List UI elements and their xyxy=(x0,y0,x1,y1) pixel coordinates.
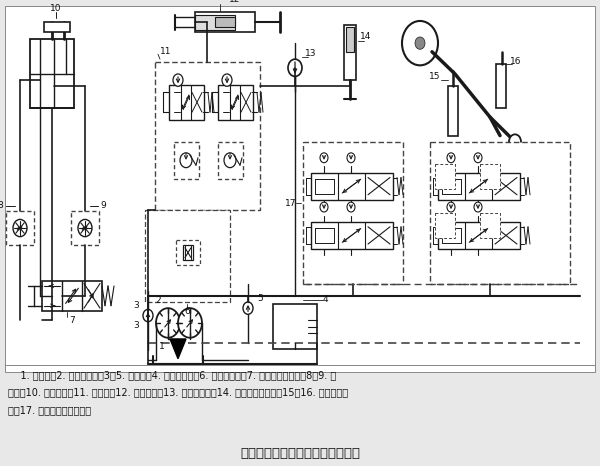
Bar xyxy=(169,85,204,120)
Bar xyxy=(438,222,520,249)
Circle shape xyxy=(509,134,521,149)
Bar xyxy=(30,40,74,109)
Text: 4: 4 xyxy=(322,295,328,304)
Text: 15: 15 xyxy=(429,72,441,81)
Circle shape xyxy=(320,153,328,163)
Text: 17: 17 xyxy=(285,199,297,208)
Text: 2: 2 xyxy=(155,296,161,305)
Bar xyxy=(303,142,403,283)
Bar xyxy=(438,172,520,200)
Bar xyxy=(71,211,99,245)
Bar xyxy=(346,27,354,52)
Text: 速阀；10. 举升油缸；11. 多路阀；12. 推铲油缸；13. 液控单向阀；14. 装载箱举升油缸；15、16. 压缩填装油: 速阀；10. 举升油缸；11. 多路阀；12. 推铲油缸；13. 液控单向阀；1… xyxy=(8,388,348,397)
Bar xyxy=(145,210,230,302)
Circle shape xyxy=(180,153,192,168)
Bar xyxy=(215,17,235,27)
Bar xyxy=(496,64,506,109)
Bar xyxy=(344,25,356,80)
Bar xyxy=(183,245,193,260)
Circle shape xyxy=(156,308,180,338)
Circle shape xyxy=(178,308,202,338)
Polygon shape xyxy=(170,339,186,359)
Bar xyxy=(435,213,455,238)
Text: 9: 9 xyxy=(100,201,106,210)
Text: 13: 13 xyxy=(305,48,317,57)
Circle shape xyxy=(173,74,183,86)
Circle shape xyxy=(347,153,355,163)
Bar xyxy=(311,172,393,200)
Text: 6: 6 xyxy=(184,308,190,316)
Circle shape xyxy=(447,153,455,163)
Circle shape xyxy=(13,219,27,237)
Text: 5: 5 xyxy=(257,294,263,303)
Text: 1. 滤油器；2. 双联齿轮泵；3、5. 单向阀；4. 回油滤油器；6. 电磁溢流阀；7. 举升机构换向阀；8、9. 调: 1. 滤油器；2. 双联齿轮泵；3、5. 单向阀；4. 回油滤油器；6. 电磁溢… xyxy=(8,370,336,381)
Text: 3: 3 xyxy=(133,301,139,310)
Circle shape xyxy=(474,153,482,163)
Text: 3: 3 xyxy=(133,321,139,330)
Text: 12: 12 xyxy=(229,0,241,5)
Circle shape xyxy=(447,202,455,212)
Text: 缸；17. 电磁先导液控单向阀: 缸；17. 电磁先导液控单向阀 xyxy=(8,404,91,415)
Text: 14: 14 xyxy=(361,33,371,41)
Circle shape xyxy=(347,202,355,212)
Bar xyxy=(218,85,253,120)
Circle shape xyxy=(224,153,236,168)
Text: 11: 11 xyxy=(160,47,172,56)
Bar xyxy=(155,62,260,210)
Bar xyxy=(42,281,102,311)
Circle shape xyxy=(415,37,425,49)
Bar xyxy=(195,12,255,32)
Circle shape xyxy=(143,309,153,322)
Bar xyxy=(44,22,70,32)
Bar xyxy=(430,142,570,283)
Text: 后装压缩式垃圾车液压系统原理图: 后装压缩式垃圾车液压系统原理图 xyxy=(240,447,360,460)
Bar xyxy=(174,142,199,179)
Bar xyxy=(480,213,500,238)
Circle shape xyxy=(222,74,232,86)
Text: 16: 16 xyxy=(510,57,522,66)
Bar xyxy=(6,211,34,245)
Bar xyxy=(218,142,243,179)
Circle shape xyxy=(288,59,302,76)
Circle shape xyxy=(243,302,253,315)
Circle shape xyxy=(320,202,328,212)
Circle shape xyxy=(402,21,438,65)
Bar xyxy=(448,86,458,136)
Text: 10: 10 xyxy=(50,4,62,13)
Text: 8: 8 xyxy=(0,201,3,210)
Text: 1: 1 xyxy=(159,342,165,351)
Bar xyxy=(435,164,455,189)
Bar xyxy=(480,164,500,189)
Text: 7: 7 xyxy=(69,316,75,325)
Circle shape xyxy=(474,202,482,212)
Bar xyxy=(195,15,235,29)
Circle shape xyxy=(78,219,92,237)
Bar xyxy=(273,304,317,349)
Bar xyxy=(311,222,393,249)
Bar xyxy=(176,240,200,265)
